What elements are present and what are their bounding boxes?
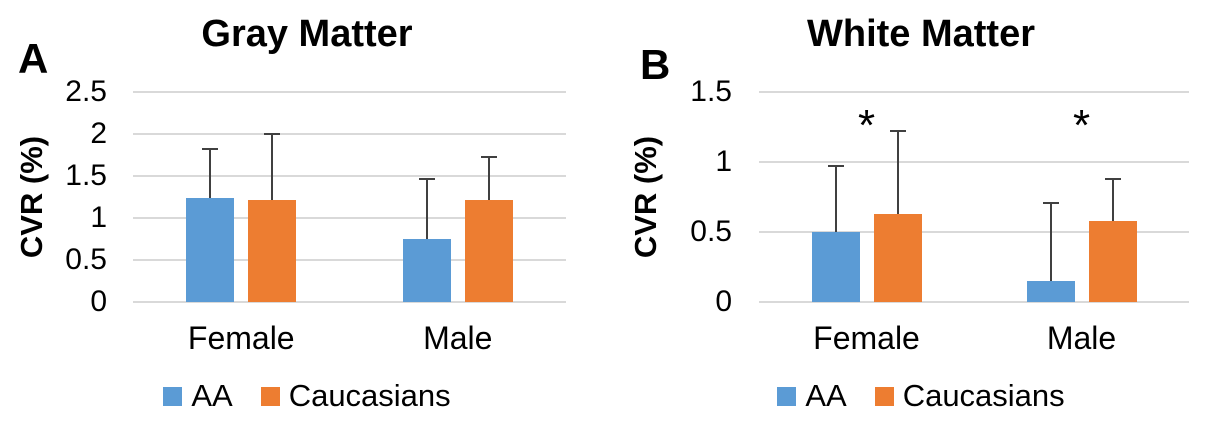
error-bar-line: [487, 156, 490, 201]
y-tick-label: 1.5: [690, 75, 732, 108]
gridline: [759, 301, 1189, 303]
gridline: [133, 133, 566, 135]
legend: AA Caucasians: [0, 378, 614, 414]
gridline: [133, 301, 566, 303]
legend: AA Caucasians: [614, 378, 1228, 414]
bar-caucasians-female: [873, 213, 922, 302]
y-axis-title-text: CVR (%): [14, 135, 49, 259]
y-tick-label: 0.5: [690, 215, 732, 248]
bar-caucasians-female: [248, 200, 297, 302]
legend-label: AA: [191, 378, 233, 413]
error-bar-cap: [827, 165, 844, 168]
chart-title-gray-matter: Gray Matter: [201, 13, 413, 55]
legend-swatch-caucasians: [260, 386, 280, 406]
error-bar-cap: [202, 148, 219, 151]
gridline: [759, 161, 1189, 163]
legend-swatch-aa: [163, 386, 183, 406]
error-bar-cap: [1042, 201, 1059, 204]
legend-label: Caucasians: [288, 378, 451, 413]
error-bar-line: [209, 149, 212, 198]
error-bar-cap: [1104, 177, 1121, 180]
error-bar-cap: [889, 130, 906, 133]
bar-caucasians-male: [1088, 220, 1137, 302]
significance-asterisk: *: [857, 101, 876, 150]
significance-asterisk: *: [1072, 101, 1091, 150]
y-tick-label: 2: [90, 117, 107, 150]
error-bar-line: [425, 179, 428, 239]
y-tick-label: 1: [90, 201, 107, 234]
bar-aa-female: [811, 232, 860, 302]
error-bar-line: [1049, 202, 1052, 281]
y-tick-label: 2.5: [65, 75, 107, 108]
y-tick-label: 0: [715, 285, 732, 318]
x-category-label: Male: [423, 320, 493, 356]
gridline: [759, 91, 1189, 93]
error-bar-line: [1111, 178, 1114, 221]
panel-white-matter: B White Matter CVR (%) AA Caucasians 0 0.5…: [614, 0, 1228, 446]
plot-area: [759, 91, 1189, 303]
panel-letter-b: B: [640, 41, 671, 88]
gridline: [759, 231, 1189, 233]
error-bar-line: [834, 166, 837, 232]
chart-title-white-matter: White Matter: [807, 13, 1035, 55]
gridline: [133, 91, 566, 93]
panel-letter-a: A: [18, 35, 49, 82]
x-category-label: Female: [187, 320, 295, 356]
error-bar-line: [271, 134, 274, 201]
bar-aa-male: [402, 239, 451, 302]
y-tick-label: 1: [715, 145, 732, 178]
bar-aa-female: [186, 197, 235, 302]
y-tick-label: 1.5: [65, 159, 107, 192]
bar-aa-male: [1026, 281, 1075, 302]
y-tick-label: 0.5: [65, 243, 107, 276]
legend-item-aa: AA: [777, 378, 847, 414]
error-bar-cap: [480, 155, 497, 158]
gridline: [133, 175, 566, 177]
legend-swatch-caucasians: [874, 386, 894, 406]
y-axis-title: CVR (%): [620, 92, 672, 302]
x-category-label: Male: [1046, 320, 1117, 356]
legend-swatch-aa: [777, 386, 797, 406]
legend-label: AA: [805, 378, 847, 413]
y-tick-label: 0: [90, 285, 107, 318]
legend-item-caucasians: Caucasians: [874, 378, 1065, 414]
error-bar-cap: [264, 133, 281, 135]
legend-item-aa: AA: [163, 378, 233, 414]
x-category-label: Female: [813, 320, 920, 356]
plot-area: [133, 91, 566, 303]
legend-item-caucasians: Caucasians: [260, 378, 451, 414]
gridline: [133, 217, 566, 219]
panel-gray-matter: A Gray Matter CVR (%) AA Caucasians 0 0.5 1…: [0, 13, 614, 414]
gridline: [133, 259, 566, 261]
error-bar-cap: [418, 178, 435, 181]
error-bar-line: [896, 131, 899, 214]
bar-caucasians-male: [464, 200, 513, 302]
legend-label: Caucasians: [902, 378, 1065, 413]
